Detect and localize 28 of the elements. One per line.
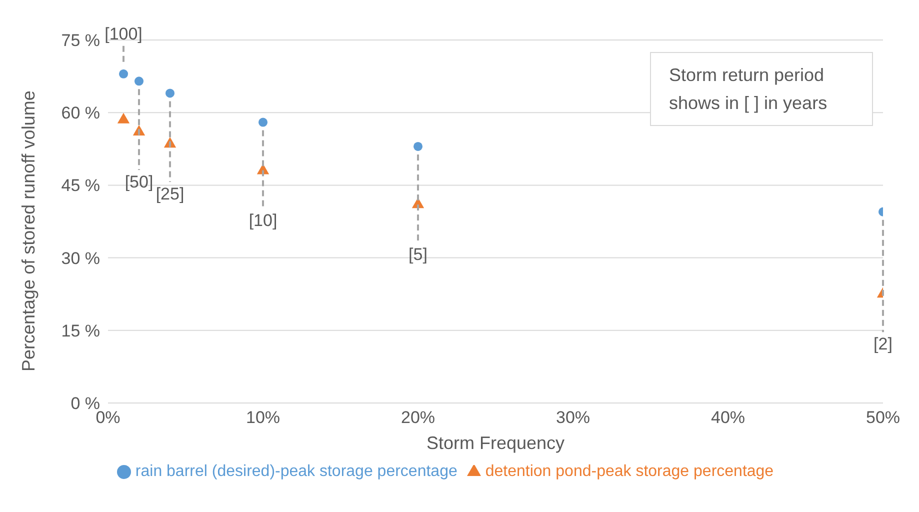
point [117,112,130,124]
legend-label: detention pond-peak storage percentage [485,463,774,480]
annotation: [10] [248,211,278,230]
x-tick-label: 30% [556,408,590,428]
point [258,118,268,127]
x-axis-title: Storm Frequency [426,433,565,453]
note-box: Storm return period shows in [ ] in years [650,52,873,126]
y-tick-label: 45 % [61,176,100,196]
x-tick-label: 40% [710,408,746,428]
y-tick-label: 15 % [61,321,100,340]
point [134,76,144,86]
point [413,142,423,151]
annotation: [100] [104,24,142,44]
annotation: [25] [156,184,184,204]
y-axis-title: Percentage of stored runoff volume [18,90,38,372]
annotation: [50] [124,172,154,192]
x-tick-label: 0% [96,408,120,428]
y-tick-label: 75 % [61,31,100,50]
x-tick-label: 50% [866,408,900,428]
annotation: [5] [408,245,428,264]
x-tick-label: 10% [246,408,280,428]
point [118,69,128,78]
x-tick-label: 20% [400,408,436,428]
annotation: [2] [874,334,892,354]
y-tick-label: 60 % [61,104,100,123]
y-tick-label: 30 % [61,248,100,268]
legend-label: rain barrel (desired)-peak storage percentage [135,463,458,480]
point [165,88,175,98]
